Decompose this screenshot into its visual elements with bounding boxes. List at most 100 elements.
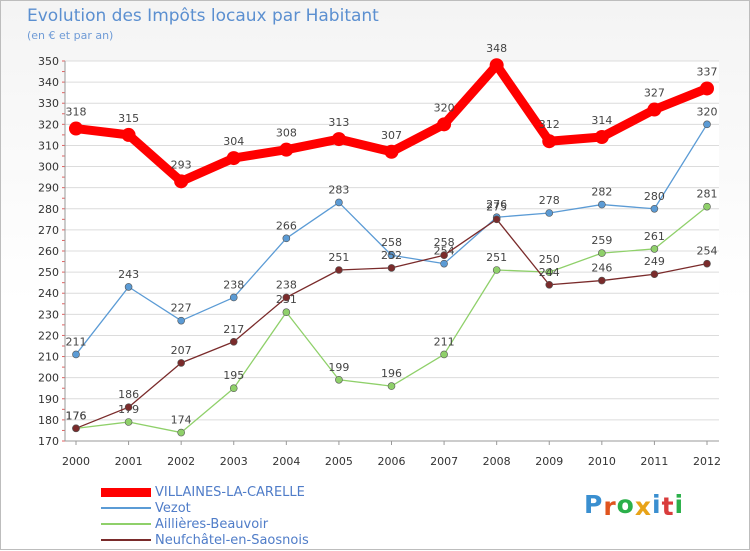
- x-tick-label: 2012: [693, 455, 721, 468]
- data-label: 211: [434, 335, 455, 348]
- x-tick-label: 2004: [272, 455, 300, 468]
- data-point: [124, 418, 133, 426]
- data-point: [229, 337, 238, 346]
- data-label: 320: [434, 101, 455, 114]
- y-tick-label: 180: [38, 414, 59, 427]
- data-point: [647, 102, 662, 117]
- data-point: [282, 308, 291, 317]
- data-label: 254: [434, 245, 455, 258]
- data-point: [384, 144, 399, 159]
- y-tick-label: 260: [38, 245, 59, 258]
- x-tick-label: 2003: [220, 455, 248, 468]
- data-point: [703, 202, 711, 211]
- data-label: 207: [171, 344, 192, 357]
- x-tick-label: 2011: [640, 455, 668, 468]
- data-label: 238: [276, 278, 297, 291]
- y-tick-label: 210: [38, 351, 59, 364]
- data-point: [177, 428, 185, 437]
- x-tick-label: 2002: [167, 455, 195, 468]
- x-tick-label: 2009: [535, 455, 563, 468]
- data-point: [335, 198, 343, 207]
- legend-item: Neufchâtel-en-Saosnois: [101, 532, 309, 548]
- data-label: 275: [486, 200, 507, 213]
- data-label: 186: [118, 388, 139, 401]
- legend-label: Neufchâtel-en-Saosnois: [155, 532, 309, 548]
- y-tick-label: 350: [38, 55, 59, 68]
- data-point: [440, 259, 448, 268]
- data-label: 251: [486, 251, 507, 264]
- y-tick-label: 230: [38, 308, 59, 321]
- data-label: 174: [171, 414, 192, 427]
- data-label: 307: [381, 129, 402, 142]
- legend-swatch: [101, 487, 151, 497]
- series-0: 318 315 293 304 308 313 307 320 348 312 314 327 337: [66, 42, 718, 189]
- logo-letter: t: [661, 492, 675, 521]
- data-label: 278: [539, 194, 560, 207]
- data-point: [440, 350, 448, 359]
- data-label: 314: [591, 114, 612, 127]
- chart-subtitle: (en € et par an): [27, 29, 114, 42]
- data-label: 211: [66, 335, 87, 348]
- data-label: 176: [66, 409, 87, 422]
- y-tick-label: 320: [38, 118, 59, 131]
- x-tick-label: 2001: [115, 455, 143, 468]
- data-label: 304: [223, 135, 244, 148]
- x-tick-label: 2006: [378, 455, 406, 468]
- data-point: [387, 264, 396, 272]
- data-point: [72, 424, 80, 433]
- data-label: 283: [328, 183, 349, 196]
- data-point: [598, 276, 606, 285]
- data-point: [229, 384, 238, 393]
- data-label: 254: [697, 245, 718, 258]
- data-point: [700, 81, 714, 96]
- data-label: 227: [171, 302, 192, 315]
- chart-legend: VILLAINES-LA-CARELLE Vezot Aillières-Beauv…: [101, 484, 309, 548]
- data-point: [545, 280, 554, 289]
- y-tick-label: 270: [38, 224, 59, 237]
- data-label: 217: [223, 323, 244, 336]
- data-point: [387, 251, 396, 260]
- legend-swatch: [101, 539, 151, 541]
- data-point: [69, 121, 83, 136]
- y-tick-label: 220: [38, 329, 59, 342]
- chart-title: Evolution des Impôts locaux par Habitant: [27, 6, 379, 26]
- y-tick-label: 190: [38, 393, 59, 406]
- data-point: [440, 251, 448, 260]
- data-point: [226, 151, 241, 166]
- data-point: [331, 132, 346, 147]
- data-point: [177, 316, 185, 325]
- data-label: 249: [644, 255, 665, 268]
- data-label: 196: [381, 367, 402, 380]
- data-label: 243: [118, 268, 139, 281]
- data-point: [545, 268, 554, 276]
- data-label: 246: [591, 262, 612, 275]
- data-label: 176: [66, 409, 87, 422]
- data-point: [437, 117, 452, 132]
- data-label: 250: [539, 253, 560, 266]
- data-point: [598, 200, 606, 209]
- logo-letter: i: [674, 490, 685, 519]
- data-label: 195: [223, 369, 244, 382]
- y-tick-label: 200: [38, 372, 59, 385]
- data-point: [229, 293, 238, 302]
- data-label: 261: [644, 230, 665, 243]
- logo-letter: x: [634, 492, 652, 521]
- x-tick-label: 2007: [430, 455, 458, 468]
- logo-letter: o: [616, 490, 635, 519]
- data-point: [124, 283, 133, 291]
- data-label: 251: [328, 251, 349, 264]
- data-label: 280: [644, 190, 665, 203]
- data-label: 313: [328, 116, 349, 129]
- data-point: [703, 120, 711, 129]
- data-label: 348: [486, 42, 507, 55]
- data-label: 327: [644, 87, 665, 100]
- data-point: [492, 215, 501, 224]
- data-point: [335, 375, 343, 384]
- logo-letter: i: [652, 490, 662, 519]
- data-point: [650, 245, 659, 253]
- data-point: [279, 142, 294, 157]
- data-point: [72, 350, 80, 359]
- x-tick-label: 2010: [588, 455, 616, 468]
